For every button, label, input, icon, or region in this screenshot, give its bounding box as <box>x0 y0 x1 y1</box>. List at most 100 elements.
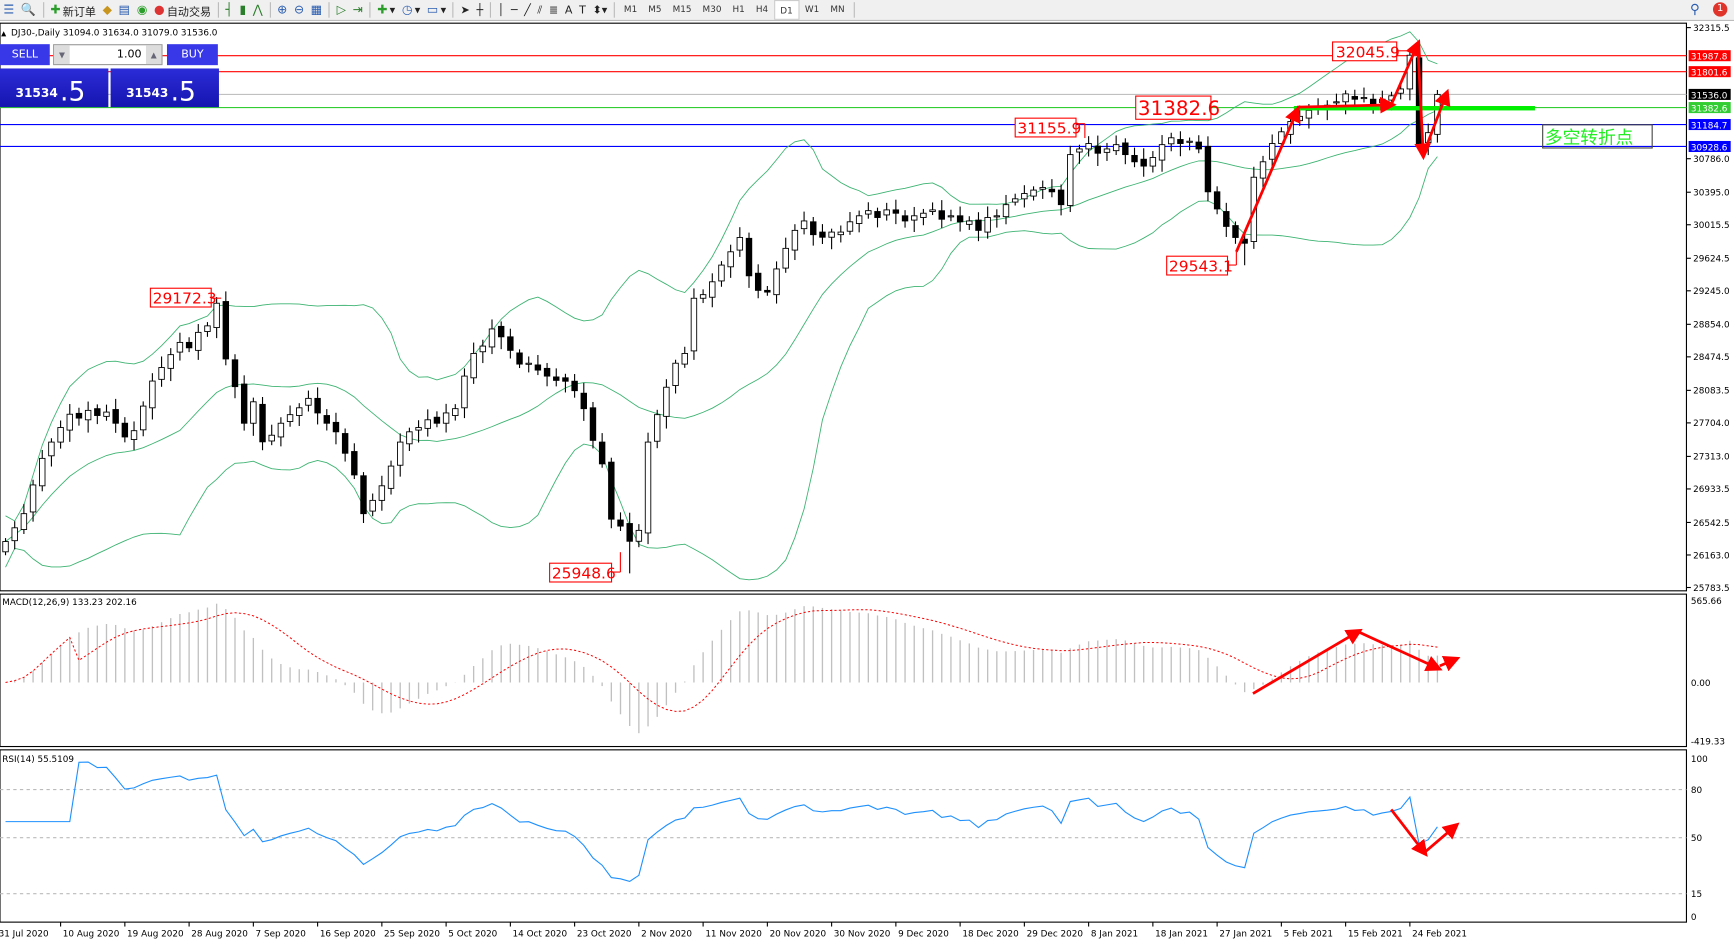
turning-point-text[interactable]: 多空转折点 <box>1545 128 1633 149</box>
candle[interactable] <box>819 224 826 244</box>
candle[interactable] <box>213 297 220 339</box>
candle[interactable] <box>406 427 413 452</box>
candle[interactable] <box>837 225 844 243</box>
candle[interactable] <box>415 420 422 443</box>
line-chart-icon[interactable]: ⋀ <box>252 2 263 17</box>
candle[interactable] <box>1048 179 1056 198</box>
candle[interactable] <box>433 411 441 428</box>
timeframe-h1[interactable]: H1 <box>732 3 745 14</box>
candle[interactable] <box>1112 135 1120 156</box>
candle[interactable] <box>185 337 193 353</box>
candle[interactable] <box>635 524 643 548</box>
candle[interactable] <box>828 228 835 250</box>
candle[interactable] <box>681 346 688 368</box>
candle[interactable] <box>865 202 872 219</box>
candle[interactable] <box>1268 134 1276 168</box>
candle[interactable] <box>1085 136 1092 157</box>
print-preview-icon[interactable]: 🔍 <box>20 2 37 17</box>
candle[interactable] <box>497 321 505 350</box>
candle[interactable] <box>39 449 46 492</box>
candle[interactable] <box>589 401 597 449</box>
new-order-button[interactable]: ✚ 新订单 <box>47 1 99 19</box>
candle[interactable] <box>11 521 18 550</box>
signal-icon[interactable]: ◉ <box>136 2 148 17</box>
candle[interactable] <box>1369 93 1377 114</box>
candle[interactable] <box>975 212 982 242</box>
candle[interactable] <box>1186 137 1193 151</box>
candle[interactable] <box>654 409 661 449</box>
candle[interactable] <box>1177 131 1184 157</box>
candle[interactable] <box>314 387 321 425</box>
fibo-fan-icon[interactable]: ≣ <box>549 3 559 17</box>
candle[interactable] <box>360 472 367 524</box>
candle[interactable] <box>158 356 165 387</box>
sell-button[interactable]: SELL <box>0 44 50 66</box>
candle[interactable] <box>1021 185 1028 208</box>
candle[interactable] <box>57 420 64 449</box>
right-arrow[interactable] <box>1297 96 1397 114</box>
candle[interactable] <box>341 428 349 462</box>
timeframe-w1[interactable]: W1 <box>804 3 820 14</box>
candle[interactable] <box>883 202 890 221</box>
vertical-line-icon[interactable]: │ <box>497 3 505 17</box>
candle[interactable] <box>598 433 606 468</box>
candle[interactable] <box>369 493 376 517</box>
candle[interactable] <box>672 359 679 394</box>
candle[interactable] <box>66 404 73 442</box>
market-watch-icon[interactable]: ▤ <box>118 2 131 17</box>
candle[interactable] <box>103 404 110 421</box>
candle[interactable] <box>231 354 239 399</box>
zoom-out-icon[interactable]: ⊖ <box>293 2 305 17</box>
candle[interactable] <box>736 227 744 257</box>
candle[interactable] <box>29 479 37 522</box>
autoscroll-icon[interactable]: ▷ <box>336 2 347 17</box>
macd-down-arrow[interactable] <box>1357 630 1443 672</box>
text-box[interactable] <box>1542 124 1653 149</box>
candle[interactable] <box>1168 132 1175 152</box>
increase-lot-icon[interactable]: ▲ <box>145 45 162 65</box>
templates-icon[interactable]: ▭ ▾ <box>426 2 447 17</box>
arrows-icon[interactable]: ⬍▾ <box>592 3 608 17</box>
bid-price-box[interactable]: 31534.5 <box>0 68 109 108</box>
candle[interactable] <box>442 403 450 433</box>
periods-icon[interactable]: ◷ ▾ <box>401 2 421 17</box>
gold-icon[interactable]: ◆ <box>102 2 112 17</box>
up-arrow[interactable] <box>1235 105 1301 253</box>
candle[interactable] <box>1232 221 1239 244</box>
timeframe-m1[interactable]: M1 <box>623 3 638 14</box>
pivot-label[interactable]: 31382.6 <box>1138 97 1220 120</box>
candle[interactable] <box>452 404 459 421</box>
candle[interactable] <box>745 232 753 288</box>
candle[interactable] <box>121 417 129 443</box>
candle[interactable] <box>911 206 918 232</box>
candle[interactable] <box>305 390 312 412</box>
candle[interactable] <box>140 401 147 437</box>
candle[interactable] <box>1011 193 1019 206</box>
candle[interactable] <box>727 244 734 278</box>
candle[interactable] <box>874 207 881 228</box>
candle[interactable] <box>846 212 854 235</box>
rsi-down-arrow[interactable] <box>1390 808 1428 857</box>
decrease-lot-icon[interactable]: ▼ <box>54 45 70 65</box>
low-label[interactable]: 29543.1 <box>1169 258 1233 276</box>
candle[interactable] <box>617 512 624 531</box>
candle[interactable] <box>1140 148 1147 177</box>
candle[interactable] <box>553 368 560 387</box>
candle[interactable] <box>1039 180 1046 199</box>
candle[interactable] <box>195 324 202 360</box>
candle[interactable] <box>608 457 615 529</box>
cursor-icon[interactable]: ➤ <box>460 3 470 17</box>
candle[interactable] <box>1030 186 1037 201</box>
candle[interactable] <box>1259 155 1267 191</box>
candle[interactable] <box>470 342 477 384</box>
candle[interactable] <box>1103 142 1111 161</box>
oct-low-label[interactable]: 25948.6 <box>552 565 616 583</box>
indicators-icon[interactable]: ✚ ▾ <box>377 2 396 17</box>
candle[interactable] <box>1342 90 1349 115</box>
candle[interactable] <box>1094 135 1102 166</box>
candle[interactable] <box>562 373 569 393</box>
notification-icon[interactable]: 1 <box>1712 1 1728 17</box>
candle[interactable] <box>525 356 532 373</box>
candle[interactable] <box>938 200 945 228</box>
aug-high-label[interactable]: 29172.3 <box>153 290 217 308</box>
